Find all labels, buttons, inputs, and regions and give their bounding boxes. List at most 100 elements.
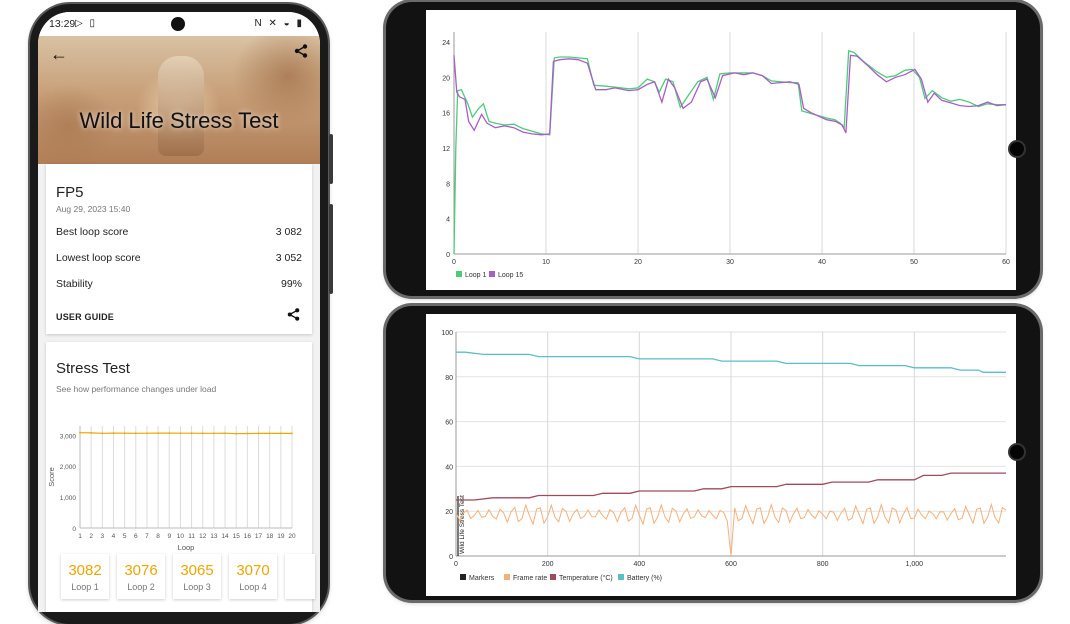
legend-swatch bbox=[550, 574, 556, 580]
x-tick-label: 1 bbox=[78, 533, 82, 540]
x-tick-label: 0 bbox=[452, 259, 456, 266]
marker-label: Wild Life Stress Test bbox=[459, 495, 466, 554]
score-point bbox=[134, 432, 137, 435]
phone-landscape-bottom: 0 20 40 60 80 100 0 200 400 600 800 1,000 Wild Life … bbox=[386, 306, 1040, 600]
score-point bbox=[224, 432, 226, 435]
back-arrow-icon[interactable]: ← bbox=[50, 44, 68, 64]
score-point bbox=[146, 432, 148, 435]
legend-label: Battery (%) bbox=[627, 575, 662, 582]
x-tick-label: 30 bbox=[726, 259, 734, 266]
stability-label: Stability bbox=[56, 278, 93, 290]
fps-chart: 0 10 20 30 40 50 60 0 4 8 12 16 20 24 Loop 1 Loop 15 bbox=[442, 32, 1010, 279]
x-tick-label: 400 bbox=[633, 561, 645, 568]
x-tick-label: 12 bbox=[199, 533, 207, 540]
y-tick-label: 16 bbox=[442, 111, 450, 118]
x-tick-label: 200 bbox=[542, 561, 554, 568]
monitoring-chart: 0 20 40 60 80 100 0 200 400 600 800 1,000 Wild Life … bbox=[441, 330, 1007, 582]
score-point bbox=[291, 432, 293, 435]
score-point bbox=[246, 432, 249, 435]
x-tick-label: 10 bbox=[177, 533, 185, 540]
loop-score: 3076 bbox=[124, 562, 158, 579]
score-point bbox=[212, 432, 215, 435]
score-point bbox=[157, 432, 160, 435]
legend-label: Loop 1 bbox=[465, 272, 487, 279]
legend-label: Loop 15 bbox=[498, 272, 523, 279]
score-point bbox=[101, 432, 104, 435]
y-tick-label: 1,000 bbox=[60, 495, 77, 502]
x-tick-label: 20 bbox=[634, 259, 642, 266]
share-icon[interactable] bbox=[287, 308, 300, 326]
x-tick-label: 16 bbox=[244, 533, 252, 540]
legend-label: Temperature (°C) bbox=[559, 574, 613, 582]
score-point bbox=[79, 431, 81, 434]
best-loop-label: Best loop score bbox=[56, 226, 129, 238]
result-card: FP5 Aug 29, 2023 15:40 Best loop score 3… bbox=[46, 164, 312, 334]
y-tick-label: 0 bbox=[446, 252, 450, 259]
power-button bbox=[329, 204, 333, 294]
x-tick-label: 1,000 bbox=[906, 561, 924, 568]
x-tick-label: 10 bbox=[542, 259, 550, 266]
hero-banner: ← Wild Life Stress Test bbox=[38, 36, 320, 164]
x-tick-label: 5 bbox=[123, 533, 127, 540]
x-axis-label: Loop bbox=[178, 543, 195, 552]
front-camera bbox=[171, 17, 185, 31]
x-tick-label: 19 bbox=[277, 533, 285, 540]
stress-test-card: Stress Test See how performance changes … bbox=[46, 342, 315, 612]
stress-test-subtitle: See how performance changes under load bbox=[56, 384, 217, 394]
device-name: FP5 bbox=[56, 184, 84, 201]
loop-tile-partial[interactable] bbox=[285, 554, 315, 599]
legend-swatch bbox=[504, 574, 510, 580]
score-point bbox=[190, 432, 193, 435]
notification-icons: ▷ ▯ bbox=[75, 18, 97, 29]
x-tick-label: 60 bbox=[1002, 259, 1010, 266]
best-loop-value: 3 082 bbox=[275, 226, 302, 238]
lowest-loop-value: 3 052 bbox=[275, 252, 302, 264]
user-guide-link[interactable]: USER GUIDE bbox=[56, 312, 115, 322]
loop-tile[interactable]: 3082 Loop 1 bbox=[61, 554, 109, 599]
loop-tile[interactable]: 3076 Loop 2 bbox=[117, 554, 165, 599]
x-tick-label: 6 bbox=[134, 533, 138, 540]
y-tick-label: 60 bbox=[445, 420, 453, 427]
loop-tile[interactable]: 3070 Loop 4 bbox=[229, 554, 277, 599]
x-tick-label: 17 bbox=[255, 533, 263, 540]
y-tick-label: 4 bbox=[446, 217, 450, 224]
x-tick-label: 20 bbox=[288, 533, 296, 540]
score-line bbox=[79, 432, 292, 435]
phone-landscape-top: 0 10 20 30 40 50 60 0 4 8 12 16 20 24 Loop 1 Loop 15 bbox=[386, 2, 1040, 296]
loop-tile[interactable]: 3065 Loop 3 bbox=[173, 554, 221, 599]
rear-camera bbox=[1010, 142, 1024, 156]
loop-label: Loop 2 bbox=[127, 582, 155, 592]
volume-button bbox=[329, 134, 333, 184]
loop-label: Loop 1 bbox=[71, 582, 99, 592]
y-tick-label: 100 bbox=[441, 330, 453, 337]
status-time: 13:29 bbox=[49, 18, 76, 30]
share-icon[interactable] bbox=[294, 44, 308, 63]
score-point bbox=[123, 432, 126, 435]
y-tick-label: 40 bbox=[445, 464, 453, 471]
score-point bbox=[179, 432, 182, 435]
legend-swatch bbox=[460, 574, 466, 580]
x-tick-label: 4 bbox=[112, 533, 116, 540]
x-tick-label: 800 bbox=[817, 561, 829, 568]
x-tick-label: 0 bbox=[454, 561, 458, 568]
loop-label: Loop 3 bbox=[183, 582, 211, 592]
x-tick-label: 13 bbox=[210, 533, 218, 540]
x-tick-label: 7 bbox=[145, 533, 149, 540]
x-tick-label: 14 bbox=[221, 533, 229, 540]
lowest-loop-label: Lowest loop score bbox=[56, 252, 141, 264]
score-point bbox=[235, 432, 238, 435]
score-point bbox=[90, 432, 93, 434]
score-point bbox=[112, 432, 115, 435]
y-tick-label: 20 bbox=[445, 509, 453, 516]
y-tick-label: 12 bbox=[442, 146, 450, 153]
series-line-loop-15 bbox=[453, 54, 1007, 136]
stability-value: 99% bbox=[280, 278, 302, 290]
x-tick-label: 8 bbox=[156, 533, 160, 540]
y-tick-label: 8 bbox=[446, 181, 450, 188]
y-tick-label: 0 bbox=[72, 526, 76, 533]
status-bar: 13:29 ▷ ▯ N ✕ ◒ ▮ bbox=[38, 12, 320, 36]
hero-artwork bbox=[158, 56, 204, 156]
stress-test-title: Stress Test bbox=[56, 360, 130, 377]
series-line-loop-1 bbox=[453, 49, 1006, 255]
